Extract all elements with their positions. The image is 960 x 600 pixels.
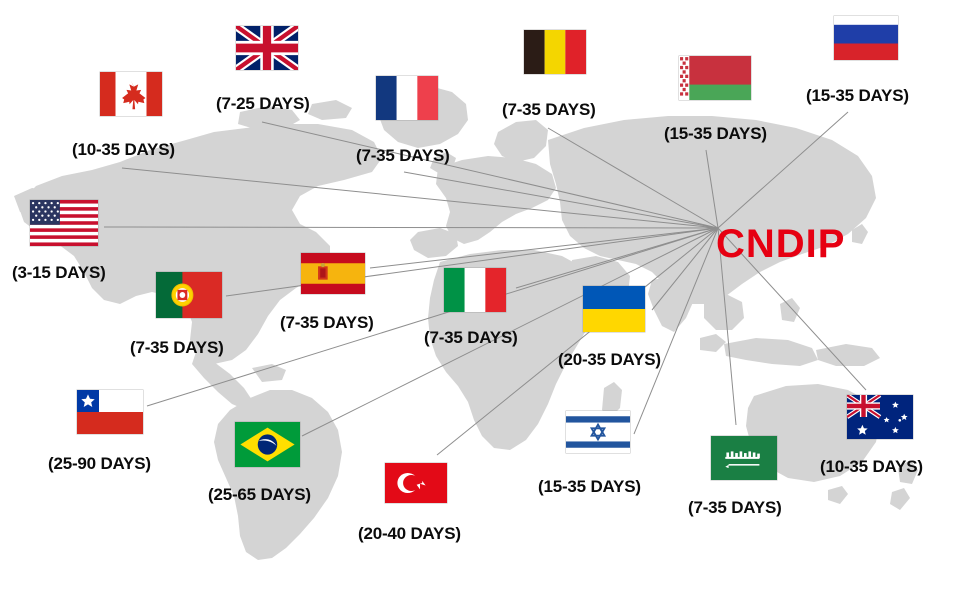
flag-portugal-icon [156, 272, 222, 318]
delivery-days-brazil: (25-65 DAYS) [208, 485, 311, 504]
delivery-days-russia: (15-35 DAYS) [806, 86, 909, 105]
flag-israel-icon [566, 411, 630, 453]
delivery-days-belarus: (15-35 DAYS) [664, 124, 767, 143]
flag-australia-icon [847, 395, 913, 439]
flag-united-kingdom-icon [236, 26, 298, 70]
delivery-days-australia: (10-35 DAYS) [820, 457, 923, 476]
delivery-days-portugal: (7-35 DAYS) [130, 338, 224, 357]
flag-spain-icon [301, 253, 365, 294]
flag-italy-icon [444, 268, 506, 312]
delivery-days-united-kingdom: (7-25 DAYS) [216, 94, 310, 113]
delivery-days-spain: (7-35 DAYS) [280, 313, 374, 332]
delivery-days-saudi-arabia: (7-35 DAYS) [688, 498, 782, 517]
hub-label-cndip: CNDIP [716, 222, 846, 266]
flag-ukraine-icon [583, 286, 645, 332]
flag-france-icon [376, 76, 438, 120]
delivery-days-canada: (10-35 DAYS) [72, 140, 175, 159]
delivery-days-belgium: (7-35 DAYS) [502, 100, 596, 119]
delivery-days-france: (7-35 DAYS) [356, 146, 450, 165]
delivery-days-united-states: (3-15 DAYS) [12, 263, 106, 282]
flag-turkey-icon [385, 463, 447, 503]
flag-united-states-icon [30, 200, 98, 246]
delivery-days-chile: (25-90 DAYS) [48, 454, 151, 473]
flag-belgium-icon [524, 30, 586, 74]
flag-saudi-arabia-icon [711, 436, 777, 480]
delivery-days-italy: (7-35 DAYS) [424, 328, 518, 347]
delivery-days-ukraine: (20-35 DAYS) [558, 350, 661, 369]
flag-canada-icon [100, 72, 162, 116]
flag-belarus-icon [679, 56, 751, 100]
flag-chile-icon [77, 390, 143, 434]
flag-russia-icon [834, 16, 898, 60]
delivery-days-israel: (15-35 DAYS) [538, 477, 641, 496]
delivery-days-turkey: (20-40 DAYS) [358, 524, 461, 543]
flag-brazil-icon [235, 422, 300, 467]
